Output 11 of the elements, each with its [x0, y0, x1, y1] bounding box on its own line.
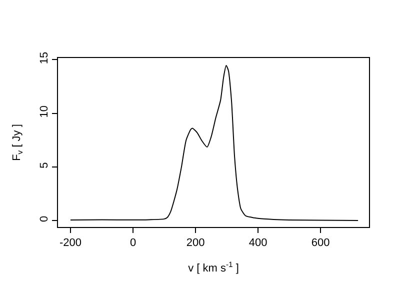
x-tick-label: 200 — [186, 237, 205, 250]
y-tick-label: 10 — [38, 105, 51, 118]
x-axis-title: v [ km s$^{-1}$ ] — [188, 260, 239, 274]
y-tick-label: 15 — [38, 52, 51, 64]
y-tick-label: 5 — [38, 162, 51, 168]
y-tick-label: 0 — [38, 216, 51, 222]
x-tick-label: -200 — [59, 237, 82, 250]
x-tick-label: 600 — [311, 237, 330, 250]
x-tick-label: 0 — [130, 237, 136, 250]
line-series — [70, 65, 359, 222]
x-tick-label: 400 — [248, 237, 268, 250]
